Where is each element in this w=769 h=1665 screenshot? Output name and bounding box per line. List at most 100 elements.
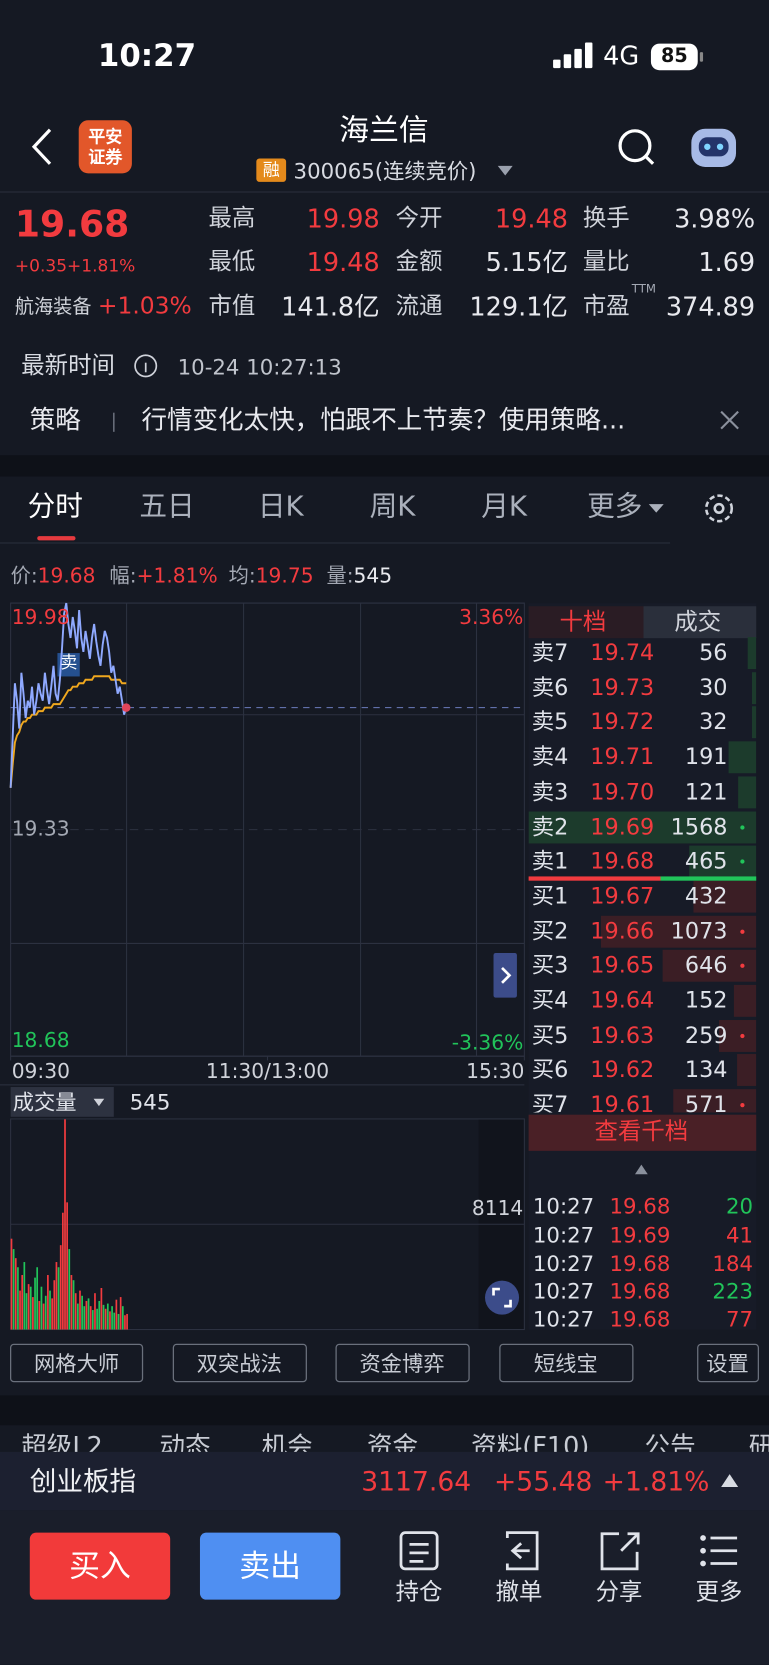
action-label[interactable]: 持仓 <box>395 1579 443 1606</box>
volume-bar <box>117 1313 120 1330</box>
section-gap <box>0 455 769 477</box>
order-label: 买3 <box>531 952 569 979</box>
tool-button-text[interactable]: 资金博弈 <box>359 1350 445 1377</box>
search-icon[interactable] <box>618 129 655 165</box>
action-label[interactable]: 更多 <box>695 1579 743 1606</box>
depth-bar <box>718 1019 757 1052</box>
volume-bar <box>38 1300 41 1330</box>
chart-tab[interactable]: 周K <box>369 491 416 523</box>
more-dropdown-icon[interactable] <box>648 504 664 513</box>
info-icon[interactable] <box>134 354 158 378</box>
expand-button[interactable] <box>485 1280 520 1315</box>
volume-dropdown[interactable] <box>93 1098 105 1107</box>
sell-button[interactable] <box>199 1532 341 1600</box>
tool-buttons[interactable] <box>9 1343 759 1383</box>
chart-tab[interactable]: 月K <box>481 491 528 523</box>
buy-text[interactable]: 买入 <box>69 1547 131 1584</box>
volume-title[interactable]: 成交量 <box>12 1089 77 1115</box>
index-name: 创业板指 <box>29 1465 137 1497</box>
tool-button-text[interactable]: 双突战法 <box>196 1350 282 1377</box>
back-icon[interactable] <box>31 128 52 165</box>
robot-icon[interactable] <box>691 128 737 167</box>
chart-annotation: 卖 <box>60 651 78 673</box>
trade-volume: 77 <box>725 1306 754 1332</box>
buy-button[interactable] <box>29 1532 171 1600</box>
action-label[interactable]: 撤单 <box>495 1579 543 1606</box>
divider <box>0 191 769 193</box>
price-change-pct: +1.81% <box>67 255 136 276</box>
info-tab[interactable]: 资金 <box>366 1431 419 1452</box>
trade-time: 10:27 <box>532 1278 595 1304</box>
depth-button-text[interactable]: 查看千档 <box>594 1118 689 1146</box>
stat-value: 19.98 <box>306 204 380 234</box>
action-icons[interactable] <box>399 1531 738 1571</box>
volume-bar <box>12 1249 15 1330</box>
summary-value: +1.81% <box>136 564 218 588</box>
info-tab[interactable]: 研 <box>749 1432 769 1452</box>
order-label: 买6 <box>531 1057 569 1083</box>
price-line <box>9 675 127 788</box>
volume-bar <box>89 1306 92 1330</box>
order-book-tab[interactable]: 十档 <box>559 609 607 636</box>
order-price: 19.74 <box>590 639 655 666</box>
summary-value: 545 <box>353 564 393 588</box>
order-price: 19.62 <box>590 1057 655 1083</box>
trade-price: 19.69 <box>609 1222 671 1248</box>
tool-button-text[interactable]: 短线宝 <box>533 1350 598 1377</box>
dropdown-icon[interactable] <box>497 165 513 176</box>
stat-label: 市值 <box>208 293 256 321</box>
depth-bar <box>728 741 757 774</box>
index-value: 3117.64 <box>361 1465 472 1497</box>
info-tab[interactable]: 动态 <box>159 1431 211 1452</box>
info-tab[interactable]: 机会 <box>261 1431 313 1452</box>
collapse-button[interactable] <box>493 953 517 998</box>
status-time: 10:27 <box>97 37 197 74</box>
volume-bar <box>115 1299 118 1330</box>
order-label: 买2 <box>531 917 569 944</box>
volume-bar <box>104 1308 107 1330</box>
volume-bar <box>106 1303 109 1330</box>
trade-volume: 41 <box>725 1222 754 1248</box>
order-dot <box>740 929 745 934</box>
sell-text[interactable]: 卖出 <box>239 1547 302 1584</box>
info-tab[interactable]: 公告 <box>644 1431 696 1452</box>
chart-tab[interactable]: 日K <box>257 491 304 523</box>
logo-text: 证券 <box>88 146 123 168</box>
order-book-tab[interactable]: 成交 <box>674 609 722 636</box>
collapse-caret[interactable] <box>634 1164 648 1175</box>
action-label[interactable]: 分享 <box>595 1579 643 1606</box>
summary-item: 价:19.68 <box>11 560 96 589</box>
volume-bar <box>25 1293 28 1330</box>
volume-bar <box>66 1202 68 1330</box>
stat-value: 141.8亿 <box>281 292 380 323</box>
summary-item: 均:19.75 <box>229 560 314 589</box>
chart-tab[interactable]: 分时 <box>27 491 83 523</box>
info-tab[interactable]: 超级L2 <box>21 1431 103 1452</box>
y2-tick-label: -3.36% <box>451 1031 524 1055</box>
volume-bar <box>121 1306 124 1330</box>
tab-divider <box>0 542 671 544</box>
tool-button-text[interactable]: 网格大师 <box>34 1350 120 1377</box>
depth-bar <box>528 811 757 843</box>
order-price: 19.70 <box>590 778 655 805</box>
close-icon[interactable] <box>720 410 739 430</box>
banner-text[interactable]: 行情变化太快，怕跟不上节奏？使用策略... <box>141 405 626 435</box>
volume-bar <box>32 1297 34 1330</box>
volume-bar <box>34 1277 36 1330</box>
stat-label: 最高 <box>208 205 256 232</box>
price-line <box>9 602 128 788</box>
sector-change: +1.03% <box>97 293 192 321</box>
depth-button[interactable] <box>528 1114 757 1151</box>
stat-value: 3.98% <box>674 204 756 234</box>
settings-icon[interactable] <box>704 494 734 523</box>
stat-label: 换手 <box>582 205 630 232</box>
volume-bar <box>42 1303 45 1330</box>
info-tab[interactable]: 资料(F10) <box>471 1431 590 1452</box>
tool-button-text[interactable]: 设置 <box>706 1350 749 1377</box>
order-dot <box>740 1033 745 1038</box>
depth-bar <box>751 706 757 739</box>
chart-tab[interactable]: 五日 <box>139 491 195 523</box>
battery-tip <box>699 52 704 62</box>
chart-tab[interactable]: 更多 <box>587 491 643 523</box>
